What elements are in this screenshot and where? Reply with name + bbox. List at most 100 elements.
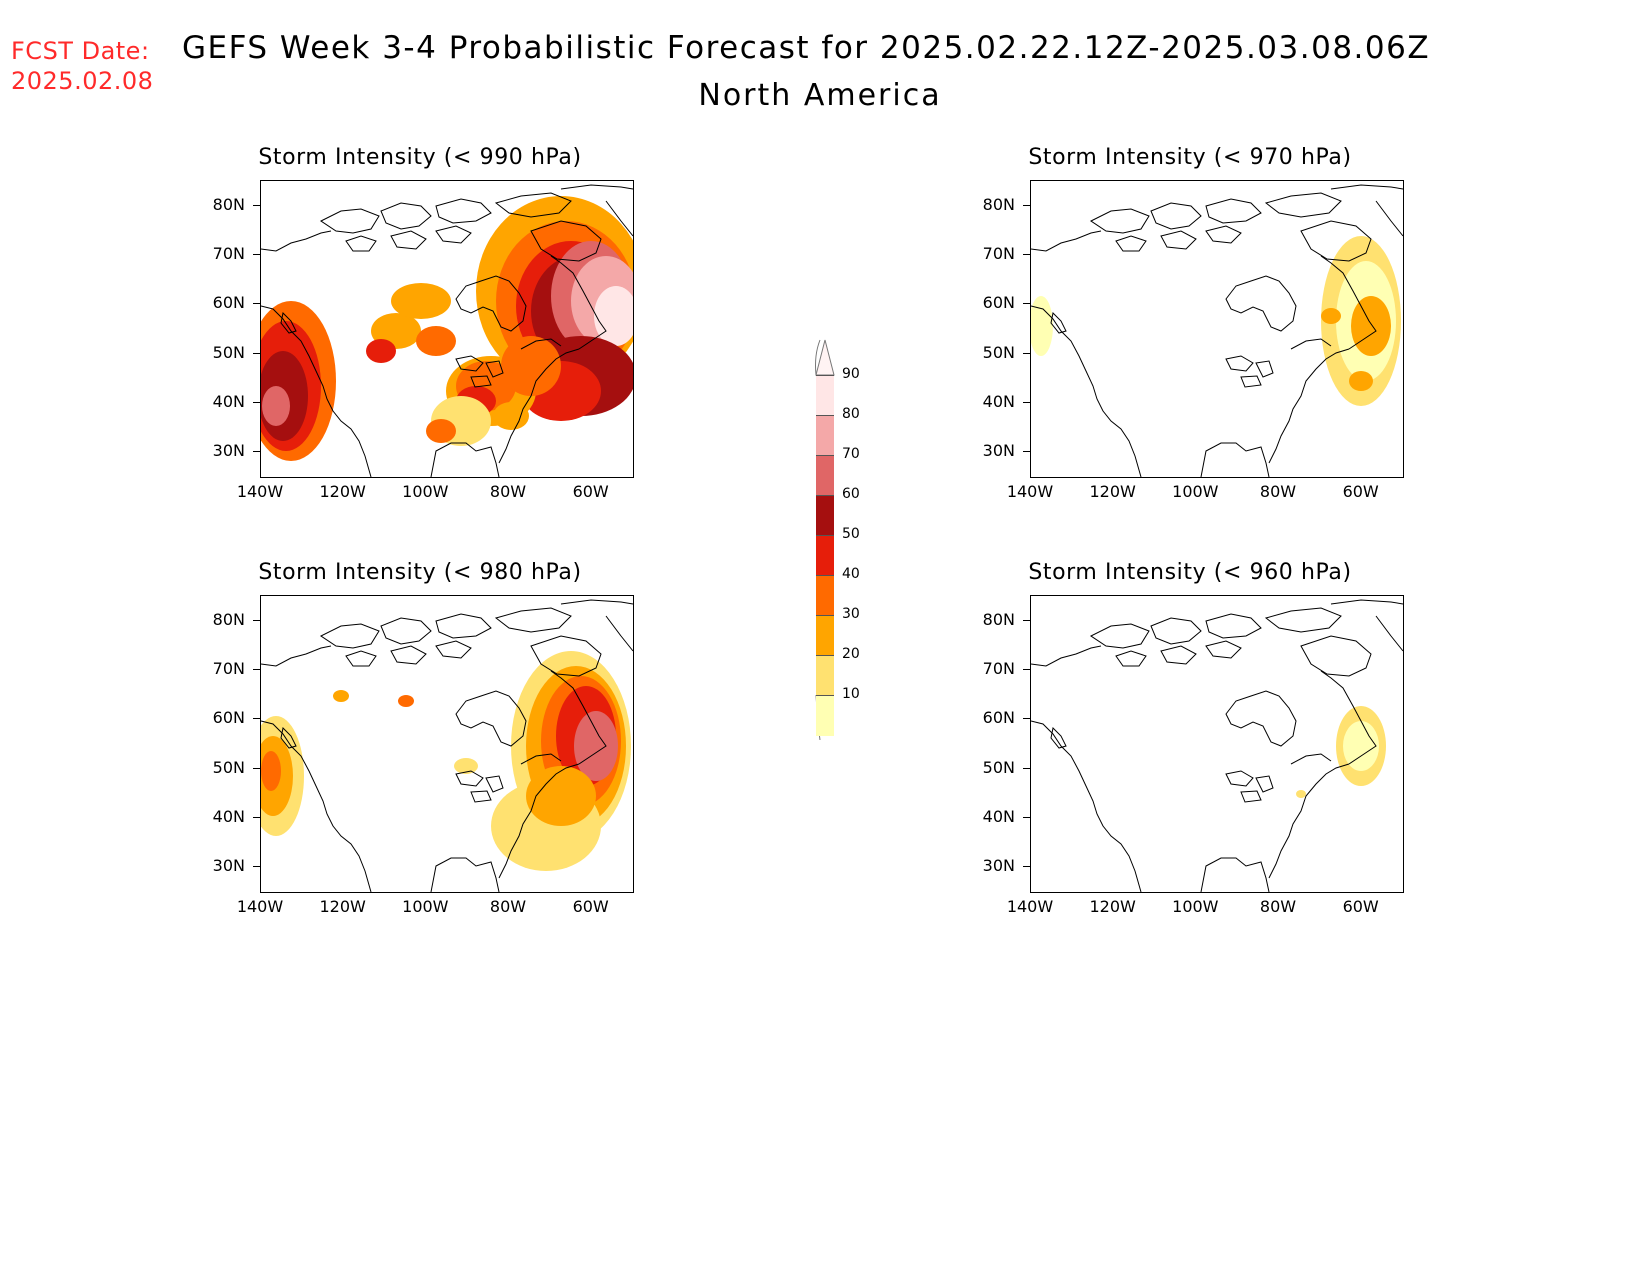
lat-tick-label: 50N (212, 757, 245, 777)
coastline (320, 623, 380, 649)
coastline (261, 645, 332, 667)
coastline (435, 640, 472, 659)
coastline (520, 753, 562, 765)
lat-tick-label: 60N (212, 708, 245, 728)
probability-region (574, 711, 618, 781)
map-960 (1030, 595, 1404, 893)
colorbar-swatch (816, 655, 834, 696)
coastline (1031, 305, 1142, 477)
coastline (1375, 200, 1403, 237)
probability-region (1031, 296, 1053, 356)
coastline (1031, 645, 1102, 667)
colorbar: 90 80 70 60 50 40 30 20 10 (808, 335, 888, 740)
coastline (1225, 275, 1297, 332)
coastline (520, 338, 562, 350)
coastline (1290, 338, 1332, 350)
probability-region (454, 758, 478, 774)
colorbar-label: 90 (842, 366, 860, 382)
coastline (1225, 770, 1254, 787)
coastline (1255, 775, 1274, 793)
coastline (1264, 192, 1342, 218)
coastline (1050, 726, 1067, 749)
coastline (455, 275, 527, 332)
lat-tick-mark (1023, 303, 1030, 305)
lon-tick-label: 100W (1172, 482, 1219, 501)
lon-tick-label: 120W (319, 897, 366, 916)
lat-tick-mark (1023, 619, 1030, 621)
lon-tick-label: 80W (1259, 897, 1297, 916)
coastline (485, 360, 504, 378)
lon-tick-label: 60W (572, 897, 609, 916)
lat-tick-label: 80N (982, 609, 1015, 629)
lat-tick-mark (253, 619, 260, 621)
coastline (560, 184, 633, 190)
lon-tick-label: 80W (489, 482, 527, 501)
lat-tick-mark (253, 254, 260, 255)
lat-tick-mark (253, 303, 260, 305)
probability-region (262, 386, 290, 426)
map-canvas (261, 184, 633, 477)
coastline (261, 720, 372, 892)
coastline (455, 770, 484, 787)
colorbar-swatch (816, 535, 834, 576)
coastline (494, 192, 572, 218)
panel-960: Storm Intensity (< 960 hPa) 80N 70N 60N 50N… (970, 560, 1410, 960)
coastline (280, 311, 297, 334)
panel-990: Storm Intensity (< 990 hPa) 80N 70N 60N 50N… (200, 145, 640, 545)
coastline (1205, 225, 1242, 244)
probability-region (1321, 308, 1341, 324)
lat-tick-mark (253, 352, 260, 354)
coastline (345, 235, 377, 252)
lon-tick-label: 120W (1089, 482, 1136, 501)
colorbar-label: 50 (842, 526, 860, 542)
coastline (1205, 613, 1262, 639)
coastline (560, 599, 633, 605)
lat-tick-label: 40N (982, 392, 1015, 411)
probability-region (391, 283, 451, 319)
colorbar-swatch (816, 495, 834, 536)
colorbar-swatch (816, 375, 834, 416)
coastline (280, 726, 297, 749)
coastline (1320, 255, 1377, 350)
coastline (1255, 360, 1274, 378)
lon-tick-label: 100W (1172, 897, 1219, 916)
lon-tick-label: 60W (572, 482, 609, 501)
probability-region (398, 695, 414, 707)
panel-title-970: Storm Intensity (< 970 hPa) (1028, 145, 1352, 170)
coastline (498, 348, 580, 464)
probability-region (366, 339, 396, 363)
lat-tick-mark (253, 718, 260, 720)
page-subtitle: North America (698, 78, 942, 113)
lat-tick-label: 30N (212, 441, 245, 461)
lat-tick-mark (1023, 669, 1030, 670)
colorbar-swatch (816, 455, 834, 496)
coastline (1150, 617, 1202, 645)
coastline (1225, 355, 1254, 372)
lat-tick-mark (253, 866, 260, 868)
coastline (1240, 790, 1262, 803)
coastline (435, 198, 492, 224)
probability-region (594, 286, 633, 346)
coastline (1090, 208, 1150, 234)
coastline (550, 670, 607, 765)
lon-tick-label: 140W (1006, 897, 1054, 916)
lat-tick-label: 40N (212, 392, 245, 411)
probability-region (333, 690, 349, 702)
coastline (1330, 184, 1403, 190)
coastline (530, 220, 602, 262)
coastline (1375, 615, 1403, 652)
map-canvas (1031, 184, 1403, 477)
colorbar-label: 40 (842, 566, 860, 582)
lat-tick-label: 50N (982, 757, 1015, 777)
panel-980: Storm Intensity (< 980 hPa) 80N 70N 60N 50N… (200, 560, 640, 960)
coastline (1290, 753, 1332, 765)
panel-title-980: Storm Intensity (< 980 hPa) (258, 560, 582, 585)
coastline (1225, 690, 1297, 747)
map-980 (260, 595, 634, 893)
coastline (498, 763, 580, 879)
lat-tick-label: 30N (212, 856, 245, 876)
lat-tick-label: 60N (212, 293, 245, 313)
lat-tick-mark (1023, 817, 1030, 818)
forecast-date-block: FCST Date: 2025.02.08 (11, 36, 153, 96)
coastline (1268, 763, 1350, 879)
